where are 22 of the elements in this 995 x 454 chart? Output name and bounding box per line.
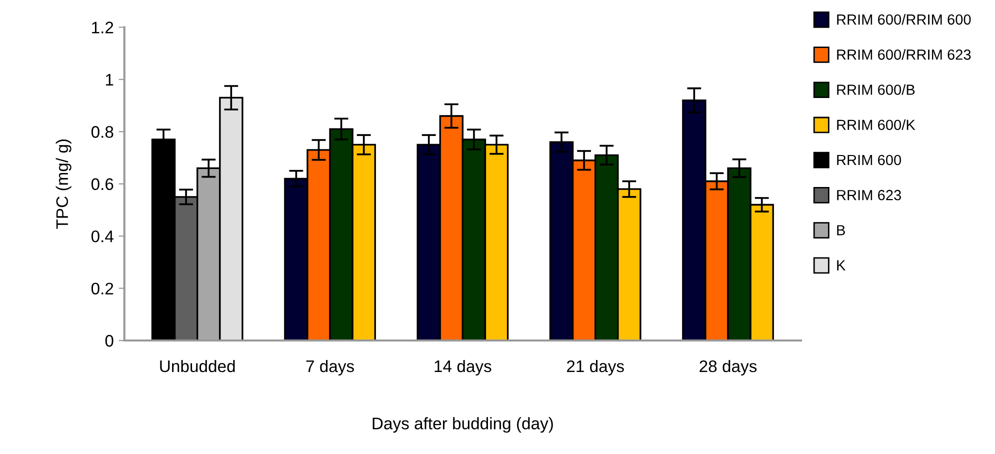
x-tick-label: 14 days	[434, 360, 492, 376]
y-tick-label: 0	[105, 334, 114, 347]
legend-label: RRIM 600/RRIM 623	[837, 49, 971, 60]
x-tick-label: 21 days	[566, 360, 624, 376]
legend-label: RRIM 623	[837, 190, 901, 200]
y-tick-label: 0.4	[91, 230, 114, 242]
legend-label: B	[837, 225, 845, 236]
x-axis-title: Days after budding (day)	[372, 417, 553, 433]
x-tick-label: 7 days	[306, 360, 354, 376]
legend-label: RRIM 600/B	[837, 84, 915, 95]
y-tick-label: 1	[106, 74, 114, 86]
legend-label: RRIM 600	[837, 154, 902, 166]
y-axis-title: TPC (mg/ g)	[56, 140, 72, 229]
legend-label: RRIM 600/RRIM 600	[837, 14, 971, 25]
y-tick-label: 0.2	[91, 282, 114, 294]
legend-label: K	[837, 260, 846, 270]
x-tick-label: Unbudded	[160, 360, 235, 372]
x-tick-label: 28 days	[700, 360, 757, 376]
y-tick-label: 0.6	[91, 178, 114, 190]
legend-label: RRIM 600/K	[837, 119, 916, 130]
y-tick-label: 1.2	[92, 22, 114, 34]
y-tick-label: 0.8	[91, 126, 114, 138]
